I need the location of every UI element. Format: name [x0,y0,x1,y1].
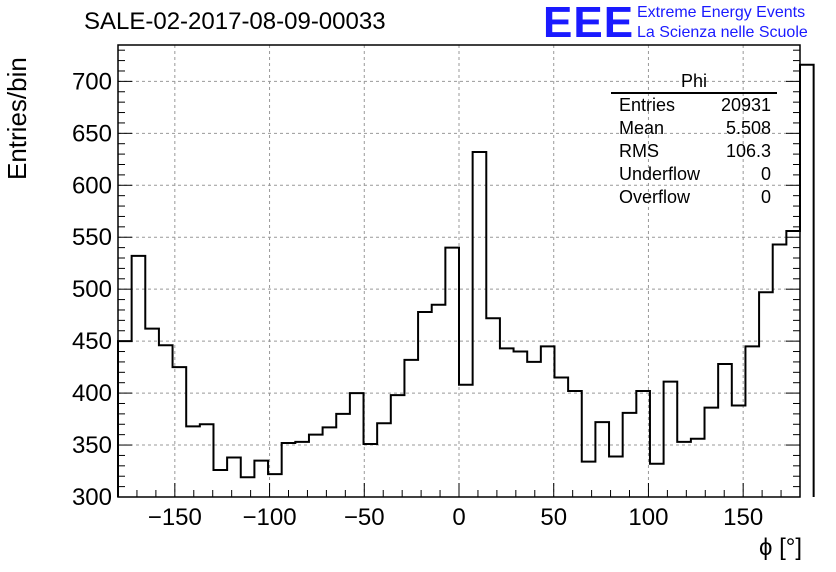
x-tick-label: 150 [723,504,763,531]
stats-label: Underflow [619,164,701,184]
stats-label: Mean [619,118,665,138]
stats-value: 0 [760,187,771,207]
stats-row-underflow: Underflow 0 [611,163,777,186]
eee-logo: EEE [543,0,635,47]
stats-row-entries: Entries 20931 [611,94,777,117]
stats-row-mean: Mean 5.508 [611,117,777,140]
x-tick-label: −50 [344,504,385,531]
y-tick-label: 650 [72,120,112,147]
x-tick-label: −100 [243,504,297,531]
y-tick-label: 500 [72,276,112,303]
chart-title: SALE-02-2017-08-09-00033 [84,8,386,35]
y-tick-label: 450 [72,328,112,355]
y-tick-label: 600 [72,172,112,199]
logo-subtitle-1: Extreme Energy Events [637,4,806,21]
stats-value: 20931 [720,95,771,115]
histogram-series [117,63,815,497]
y-tick-label: 700 [72,68,112,95]
stats-label: RMS [619,141,659,161]
x-axis-label: ϕ [°] [758,534,802,561]
y-tick-label: 300 [72,484,112,511]
x-tick-label: 50 [540,504,567,531]
logo-subtitle-2: La Scienza nelle Scuole [637,24,808,41]
y-tick-label: 400 [72,380,112,407]
stats-row-rms: RMS 106.3 [611,140,777,163]
y-tick-label: 350 [72,432,112,459]
x-tick-label: 0 [452,504,465,531]
y-tick-label: 550 [72,224,112,251]
x-tick-label: −150 [148,504,202,531]
stats-value: 5.508 [725,118,771,138]
stats-box: Phi Entries 20931 Mean 5.508 RMS 106.3 U… [611,70,777,209]
stats-title: Phi [611,70,777,94]
stats-row-overflow: Overflow 0 [611,186,777,209]
stats-label: Overflow [619,187,691,207]
stats-label: Entries [619,95,676,115]
stats-value: 0 [760,164,771,184]
x-tick-label: 100 [628,504,668,531]
stats-value: 106.3 [725,141,771,161]
